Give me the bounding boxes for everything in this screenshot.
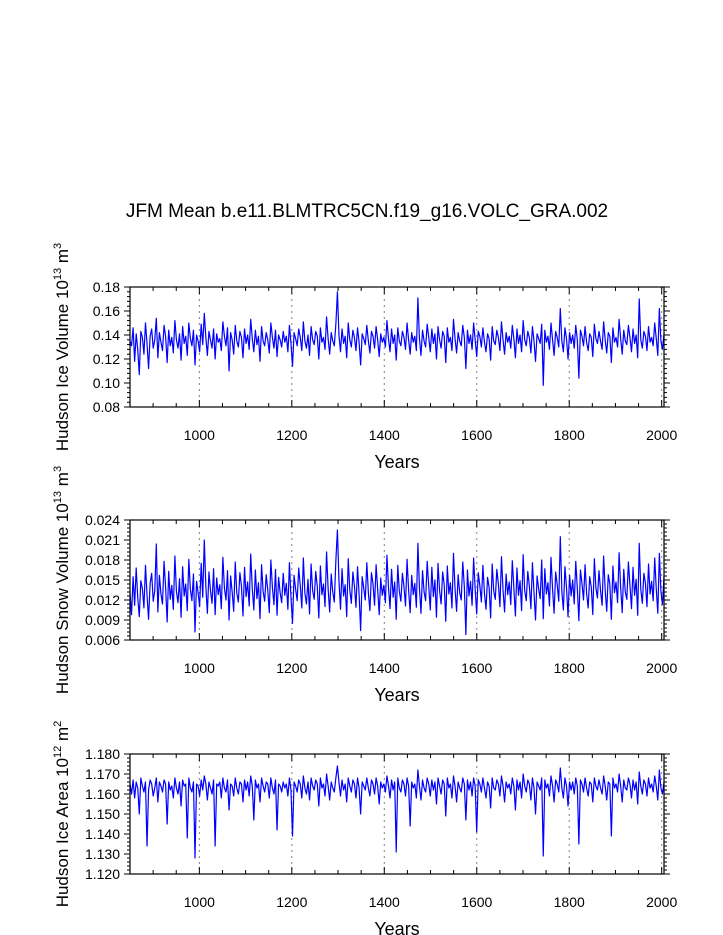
ice-area-y-tick-label: 1.130 xyxy=(85,846,120,862)
snow-volume-y-tick-label: 0.015 xyxy=(85,572,120,588)
ice-area-series-line xyxy=(129,765,665,859)
ice-volume-x-tick-label: 1800 xyxy=(554,427,585,443)
ice-volume-plot-frame xyxy=(129,286,665,408)
ice-volume-x-tick-label: 2000 xyxy=(646,427,677,443)
snow-volume-y-axis-title: Hudson Snow Volume 1013 m3 xyxy=(52,466,72,694)
ice-area-panel: 1000 1200 1400 1600 1800 2000 1.120 1.130 1.140 1… xyxy=(52,721,677,935)
ice-volume-x-tick-label: 1200 xyxy=(276,427,307,443)
ice-volume-series-line xyxy=(129,291,665,386)
ice-volume-y-tick-label: 0.10 xyxy=(93,375,120,391)
ice-area-y-tick-label: 1.140 xyxy=(85,826,120,842)
snow-volume-x-axis-title: Years xyxy=(374,685,419,705)
ice-volume-x-tick-label: 1000 xyxy=(184,427,215,443)
snow-volume-y-tick-label: 0.006 xyxy=(85,632,120,648)
ice-area-y-tick-label: 1.160 xyxy=(85,786,120,802)
ice-area-x-tick-label: 1600 xyxy=(461,894,492,910)
ice-area-y-axis-title: Hudson Ice Area 1012 m2 xyxy=(52,721,72,908)
snow-volume-y-tick-label: 0.024 xyxy=(85,512,120,528)
ice-area-x-axis-title: Years xyxy=(374,919,419,935)
snow-volume-x-tick-label: 1600 xyxy=(461,660,492,676)
snow-volume-y-tick-label: 0.021 xyxy=(85,532,120,548)
ice-volume-y-axis-title: Hudson Ice Volume 1013 m3 xyxy=(52,243,72,451)
ice-area-y-title-unit: m xyxy=(53,727,72,746)
ice-volume-y-tick-label: 0.12 xyxy=(93,351,120,367)
ice-area-y-title-base: Hudson Ice Area 10 xyxy=(53,758,72,907)
ice-volume-y-tick-label: 0.16 xyxy=(93,303,120,319)
ice-area-y-tick-label: 1.170 xyxy=(85,766,120,782)
snow-volume-y-title-unit: m xyxy=(53,472,72,491)
snow-volume-series-line xyxy=(129,529,665,636)
ice-area-y-title-exponent: 12 xyxy=(52,746,64,758)
ice-volume-y-tick-label: 0.18 xyxy=(93,279,120,295)
ice-volume-x-axis-title: Years xyxy=(374,452,419,472)
snow-volume-x-tick-label: 1000 xyxy=(184,660,215,676)
ice-volume-y-title-base: Hudson Ice Volume 10 xyxy=(53,280,72,451)
ice-area-x-tick-label: 1800 xyxy=(554,894,585,910)
ice-volume-y-title-unit: m xyxy=(53,249,72,268)
snow-volume-x-tick-label: 1800 xyxy=(554,660,585,676)
snow-volume-x-tick-label: 1400 xyxy=(369,660,400,676)
ice-area-y-title-unit-exponent: 2 xyxy=(52,721,64,727)
snow-volume-x-tick-label: 1200 xyxy=(276,660,307,676)
ice-volume-x-tick-label: 1600 xyxy=(461,427,492,443)
ice-area-x-tick-label: 1400 xyxy=(369,894,400,910)
snow-volume-y-tick-label: 0.012 xyxy=(85,592,120,608)
snow-volume-y-tick-label: 0.018 xyxy=(85,552,120,568)
snow-volume-y-title-unit-exponent: 3 xyxy=(52,466,64,472)
ice-volume-y-tick-label: 0.08 xyxy=(93,399,120,415)
snow-volume-y-title-base: Hudson Snow Volume 10 xyxy=(53,503,72,694)
ice-volume-y-title-exponent: 13 xyxy=(52,268,64,280)
ice-area-y-tick-label: 1.120 xyxy=(85,866,120,882)
ice-volume-panel: 1000 1200 1400 1600 1800 2000 0.08 0.10 0.12 0.14… xyxy=(52,243,677,472)
ice-volume-y-tick-label: 0.14 xyxy=(93,327,120,343)
ice-volume-y-title-unit-exponent: 3 xyxy=(52,243,64,249)
snow-volume-x-tick-label: 2000 xyxy=(646,660,677,676)
ice-area-y-tick-label: 1.150 xyxy=(85,806,120,822)
snow-volume-panel: 1000 1200 1400 1600 1800 2000 0.006 0.009 0.012 0… xyxy=(52,466,677,705)
ice-volume-x-tick-label: 1400 xyxy=(369,427,400,443)
ice-area-x-tick-label: 2000 xyxy=(646,894,677,910)
ice-area-y-tick-label: 1.180 xyxy=(85,746,120,762)
figure-title: JFM Mean b.e11.BLMTRC5CN.f19_g16.VOLC_GR… xyxy=(126,201,608,222)
ice-area-x-tick-label: 1200 xyxy=(276,894,307,910)
snow-volume-y-tick-label: 0.009 xyxy=(85,612,120,628)
ice-area-x-tick-label: 1000 xyxy=(184,894,215,910)
snow-volume-y-title-exponent: 13 xyxy=(52,491,64,503)
